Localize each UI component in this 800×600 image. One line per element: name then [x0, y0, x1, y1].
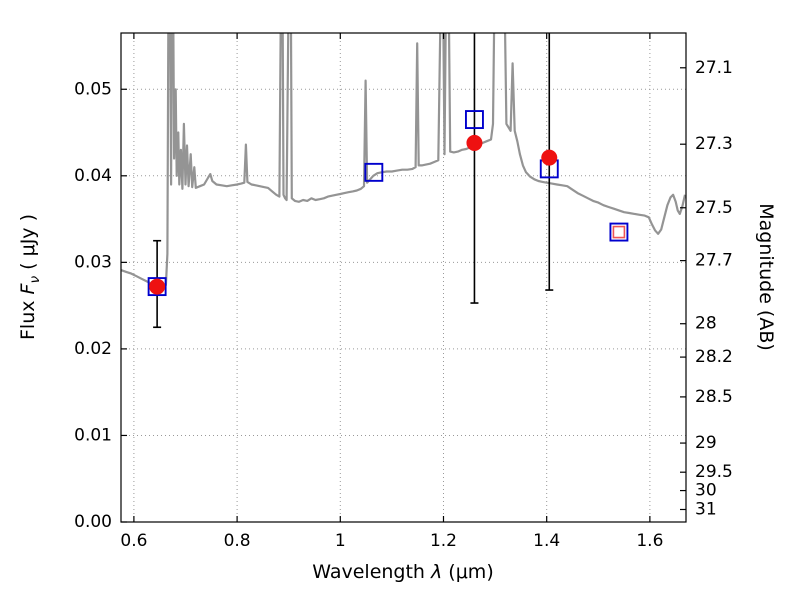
grid — [121, 33, 686, 522]
tick-label: 27.1 — [695, 58, 733, 78]
x-tick-labels: 0.6 0.8 1 1.2 1.4 1.6 — [120, 531, 663, 551]
tick-label: 28.2 — [695, 347, 733, 367]
tick-label: 0.05 — [74, 79, 112, 99]
x-axis-label-text: Wavelength — [312, 561, 432, 583]
tick-label: 0.01 — [74, 425, 112, 445]
x-axis-label-units: (μm) — [442, 561, 494, 583]
limit-square-marker — [612, 225, 626, 239]
observed-circle-marker — [466, 134, 483, 151]
tick-label: 0.02 — [74, 339, 112, 359]
observed-circle-marker — [541, 149, 558, 166]
tick-label: 27.3 — [695, 134, 733, 154]
tick-label: 0.8 — [224, 531, 251, 551]
tick-label: 27.5 — [695, 198, 733, 218]
y-tick-labels-left: 0.00 0.01 0.02 0.03 0.04 0.05 — [74, 79, 112, 532]
plot-content — [121, 33, 686, 329]
tick-label: 29.5 — [695, 462, 733, 482]
tick-label: 27.7 — [695, 251, 733, 271]
tick-label: 28.5 — [695, 387, 733, 407]
tick-label: 0.04 — [74, 166, 112, 186]
observed-circle-marker — [149, 278, 166, 295]
model-photometry-squares — [147, 110, 629, 297]
tick-label: 1.6 — [636, 531, 663, 551]
lambda-symbol: λ — [431, 561, 443, 583]
x-axis-label: Wavelength λ (μm) — [312, 561, 493, 583]
limit-marker — [612, 225, 626, 239]
spectrum-line — [121, 33, 686, 290]
tick-label: 0.00 — [74, 512, 112, 532]
tick-label: 28 — [695, 314, 717, 334]
flux-symbol-subscript: ν — [26, 275, 43, 284]
flux-label-text: Flux — [17, 294, 40, 341]
tick-label: 0.6 — [120, 531, 147, 551]
tick-label: 1.2 — [430, 531, 457, 551]
tick-label: 30 — [695, 481, 717, 501]
flux-label-units: ( μJy ) — [17, 213, 40, 276]
observed-photometry-circles — [149, 134, 558, 295]
model-square-marker — [147, 277, 167, 297]
tick-label: 1 — [335, 531, 346, 551]
y-axis-label-right: Magnitude (AB) — [755, 203, 777, 351]
model-square-marker — [609, 222, 629, 242]
tick-label: 31 — [695, 499, 717, 519]
y-axis-label-left: Flux Fν ( μJy ) — [17, 214, 43, 340]
flux-symbol: F — [17, 283, 40, 295]
model-square-marker — [364, 162, 384, 182]
tick-label: 0.03 — [74, 252, 112, 272]
model-square-marker — [464, 110, 484, 129]
plot-frame — [120, 32, 687, 523]
tick-label: 1.4 — [533, 531, 560, 551]
tick-label: 29 — [695, 433, 717, 453]
axis-ticks — [121, 33, 686, 523]
